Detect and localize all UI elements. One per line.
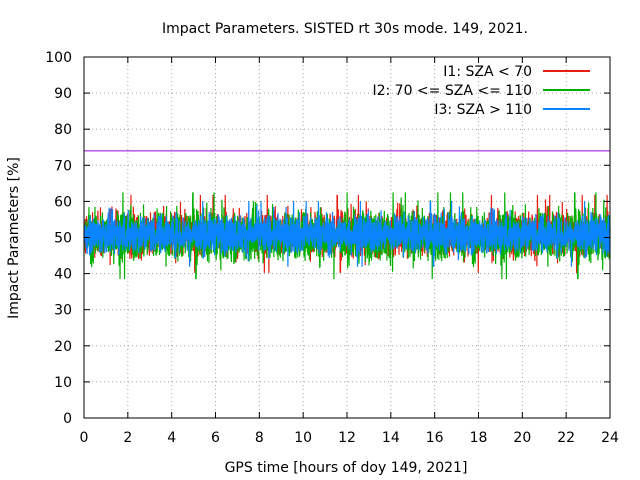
y-tick-label: 20 — [54, 339, 72, 355]
x-tick-label: 8 — [255, 430, 264, 446]
x-tick-label: 6 — [211, 430, 220, 446]
legend-label: I2: 70 <= SZA <= 110 — [372, 83, 532, 99]
x-tick-label: 4 — [167, 430, 176, 446]
series-line — [83, 200, 611, 267]
x-tick-label: 0 — [80, 430, 89, 446]
chart-title: Impact Parameters. SISTED rt 30s mode. 1… — [162, 21, 528, 37]
y-tick-label: 100 — [45, 50, 72, 66]
x-tick-label: 14 — [382, 430, 400, 446]
x-tick-label: 24 — [601, 430, 619, 446]
x-tick-label: 16 — [426, 430, 444, 446]
legend-label: I3: SZA > 110 — [434, 102, 532, 118]
y-tick-label: 70 — [54, 158, 72, 174]
x-tick-label: 12 — [338, 430, 356, 446]
x-tick-label: 22 — [557, 430, 575, 446]
legend-label: I1: SZA < 70 — [443, 64, 532, 80]
y-tick-label: 50 — [54, 231, 72, 247]
x-tick-label: 18 — [470, 430, 488, 446]
x-tick-label: 2 — [123, 430, 132, 446]
y-tick-label: 90 — [54, 86, 72, 102]
x-axis-title: GPS time [hours of doy 149, 2021] — [225, 460, 468, 476]
y-tick-label: 0 — [63, 411, 72, 427]
y-tick-label: 60 — [54, 194, 72, 210]
y-tick-label: 30 — [54, 303, 72, 319]
ticks: 0 2 4 6 8 10 12 14 16 18 20 22 240102030405060708090… — [45, 50, 619, 446]
y-tick-label: 80 — [54, 122, 72, 138]
x-tick-label: 20 — [513, 430, 531, 446]
x-tick-label: 10 — [294, 430, 312, 446]
y-tick-label: 10 — [54, 375, 72, 391]
y-tick-label: 40 — [54, 267, 72, 283]
y-axis-title: Impact Parameters [%] — [6, 157, 22, 319]
series-layer — [83, 192, 611, 280]
legend: I1: SZA < 70 I2: 70 <= SZA <= 110 I3: SZA … — [372, 64, 590, 118]
